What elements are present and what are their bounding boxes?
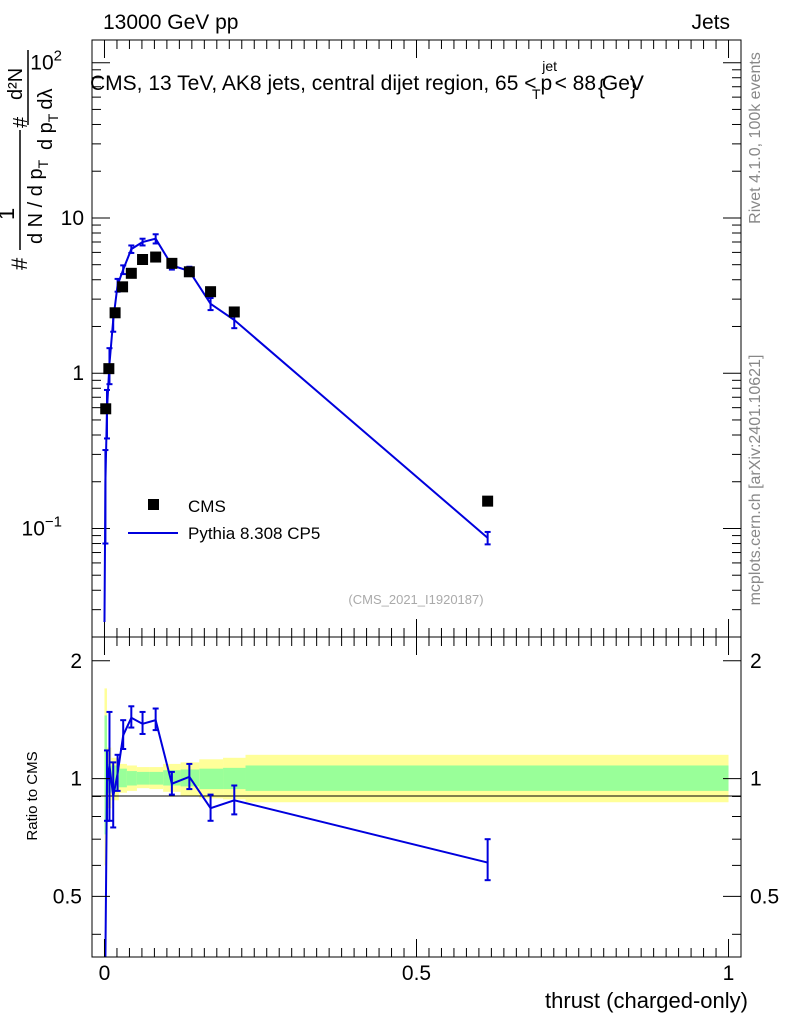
- main-frame: [91, 39, 742, 638]
- title-brace-close: }: [630, 76, 637, 99]
- header-left: 13000 GeV pp: [103, 11, 238, 34]
- ratio-y-tick-label: 0.5: [53, 885, 82, 908]
- ylabel-hash2: #: [10, 116, 32, 128]
- legend: CMS Pythia 8.308 CP5: [128, 497, 320, 543]
- main-y-label: # 1 d N / d pT # d²N d pTdλ: [0, 50, 61, 270]
- uncertainty-band-inner: [149, 771, 164, 785]
- uncertainty-band-inner: [126, 771, 137, 786]
- y-tick-label: 10−1: [22, 513, 62, 540]
- header-right: Jets: [691, 11, 730, 34]
- ratio-bands: [104, 688, 729, 866]
- title-brace-open: {: [598, 76, 605, 99]
- cms-data-point: [125, 267, 137, 279]
- ratio-y-tick-label-right: 2: [750, 650, 762, 673]
- analysis-watermark: (CMS_2021_I1920187): [348, 592, 483, 607]
- uncertainty-band-inner: [136, 771, 150, 785]
- uncertainty-band-inner: [223, 767, 246, 790]
- cms-data-point: [137, 254, 149, 266]
- title-post: < 88 GeV: [555, 72, 644, 95]
- legend-pythia-label: Pythia 8.308 CP5: [188, 524, 320, 543]
- ylabel-den3-sub: T: [45, 113, 61, 122]
- main-panel: 10−1 1 10 102 CMS, 13 TeV, AK8 jets, centra…: [0, 39, 742, 638]
- ratio-y-tick-label-right: 1: [750, 768, 762, 791]
- ratio-y-ticks: 0.5 0.5 1 1 2 2: [53, 650, 779, 935]
- ratio-y-tick-label: 2: [70, 650, 82, 673]
- ylabel-den3: d p: [35, 122, 57, 150]
- ratio-panel: 0.5 0.51 12 2 0 0.5 1 Ratio to CMS thrust (ch…: [24, 636, 779, 1013]
- cms-data-point: [482, 495, 494, 507]
- x-axis-label: thrust (charged-only): [545, 988, 748, 1013]
- uncertainty-band-inner: [245, 765, 729, 791]
- ratio-y-tick-label-right: 0.5: [750, 885, 779, 908]
- ylabel-one: 1: [0, 208, 19, 220]
- svg-text:CMS, 13 TeV, AK8 jets, central: CMS, 13 TeV, AK8 jets, central dijet reg…: [90, 58, 644, 102]
- ratio-y-tick-label: 1: [70, 768, 82, 791]
- uncertainty-band-inner: [111, 765, 119, 791]
- svg-text:d pTdλ: d pTdλ: [35, 89, 61, 151]
- ratio-y-label: Ratio to CMS: [24, 751, 41, 840]
- uncertainty-band-inner: [104, 715, 107, 835]
- x-tick-label: 1: [723, 962, 735, 985]
- svg-text:d N / d pT: d N / d pT: [25, 159, 51, 244]
- ratio-x-ticks: 0 0.5 1: [99, 637, 735, 985]
- main-marks: [100, 233, 494, 622]
- x-tick-label: 0.5: [402, 962, 431, 985]
- plot-title: CMS, 13 TeV, AK8 jets, central dijet reg…: [90, 58, 644, 102]
- cms-data-point: [117, 281, 129, 293]
- legend-cms-marker: [148, 499, 159, 510]
- pythia-line: [103, 237, 489, 622]
- y-tick-label: 102: [30, 48, 62, 75]
- uncertainty-band-inner: [118, 768, 127, 788]
- legend-cms-label: CMS: [188, 497, 226, 516]
- ylabel-hash1: #: [7, 257, 32, 270]
- ylabel-dlambda: dλ: [35, 89, 57, 110]
- mcplots-label: mcplots.cern.ch [arXiv:2401.10621]: [747, 355, 764, 606]
- x-tick-label: 0: [99, 962, 111, 985]
- ratio-marks: [103, 705, 491, 958]
- cms-data-point: [166, 257, 178, 269]
- y-tick-label: 10: [61, 207, 84, 230]
- cms-data-point: [100, 403, 112, 415]
- cms-data-point: [183, 266, 195, 278]
- main-x-ticks: [103, 40, 730, 637]
- cms-data-point: [109, 307, 121, 319]
- cms-data-point: [228, 306, 240, 318]
- title-sup: jet: [541, 58, 557, 74]
- ylabel-d2n: d²N: [5, 68, 27, 100]
- uncertainty-band-inner: [199, 768, 224, 790]
- cms-data-point: [103, 363, 115, 375]
- ylabel-den-sub: T: [35, 159, 51, 168]
- title-sub: T: [532, 86, 541, 102]
- title-pre: CMS, 13 TeV, AK8 jets, central dijet reg…: [90, 72, 537, 95]
- cms-data-point: [205, 286, 217, 298]
- main-y-ticks: 10−1 1 10 102: [22, 48, 741, 638]
- rivet-label: Rivet 4.1.0, 100k events: [747, 52, 764, 224]
- y-tick-label: 1: [72, 362, 84, 385]
- cms-data-point: [150, 251, 162, 263]
- ratio-line: [104, 716, 488, 958]
- ylabel-den: d N / d p: [25, 168, 47, 244]
- title-p: p: [541, 72, 553, 95]
